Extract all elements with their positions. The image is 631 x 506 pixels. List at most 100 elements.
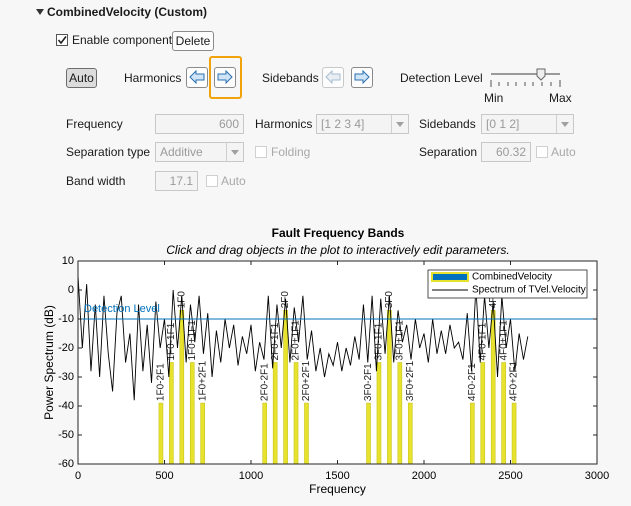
separation-label: Separation xyxy=(419,145,478,159)
y-tick-label: -60 xyxy=(58,458,74,470)
x-tick-label: 1500 xyxy=(325,470,349,482)
chart-title: Fault Frequency Bands xyxy=(272,226,405,240)
band-width-label: Band width xyxy=(66,174,126,188)
chart: Fault Frequency Bands Click and drag obj… xyxy=(42,226,609,496)
band-label: 1F0-2F1 xyxy=(156,363,167,401)
band-width-auto-checkbox[interactable] xyxy=(206,175,218,187)
y-tick-label: 0 xyxy=(68,284,74,296)
dropdown-value: [0 1 2] xyxy=(486,117,520,131)
band-bar xyxy=(200,402,205,465)
enable-label: Enable component xyxy=(72,33,173,47)
band-label: 3F0-1F1 xyxy=(374,322,385,360)
legend-label: Spectrum of TVel.Velocity xyxy=(472,285,586,296)
delete-button[interactable]: Delete xyxy=(172,31,214,51)
band-label: 4F0 xyxy=(488,291,499,309)
x-tick-label: 2500 xyxy=(498,470,522,482)
band-label: 4F0-1F1 xyxy=(477,322,488,360)
panel-title: CombinedVelocity (Custom) xyxy=(47,5,208,19)
checkmark xyxy=(57,36,67,45)
band-bar xyxy=(366,402,371,465)
y-tick-label: -50 xyxy=(58,429,74,441)
legend: CombinedVelocity Spectrum of TVel.Velocit… xyxy=(427,269,588,299)
enable-checkbox[interactable] xyxy=(56,34,68,46)
legend-swatch xyxy=(431,272,469,282)
left-arrow-icon xyxy=(189,69,205,85)
spectrum-line xyxy=(77,275,529,401)
dropdown-value: Additive xyxy=(160,145,203,159)
band-bar xyxy=(304,402,309,465)
y-tick-label: -20 xyxy=(58,342,74,354)
band-bar xyxy=(272,362,278,465)
harmonics-decrease[interactable] xyxy=(186,67,208,88)
band-bar xyxy=(376,362,382,465)
band-label: 3F0-2F1 xyxy=(363,363,374,401)
sidebands-label: Sidebands xyxy=(262,71,319,85)
harmonics-field-label: Harmonics xyxy=(255,117,313,131)
y-tick-label: -30 xyxy=(58,371,74,383)
band-bar xyxy=(387,310,392,465)
detection-level-label: Detection Level xyxy=(400,71,483,85)
x-tick-label: 0 xyxy=(75,470,81,482)
detection-level-label: Detection Level xyxy=(84,303,160,315)
band-bar xyxy=(158,402,164,465)
band-bar xyxy=(262,402,268,465)
harmonics-label: Harmonics xyxy=(124,71,182,85)
legend-label: CombinedVelocity xyxy=(472,272,552,283)
band-width-field[interactable]: 17.1 xyxy=(155,171,198,191)
folding-label: Folding xyxy=(271,145,311,159)
band-width-auto-label: Auto xyxy=(221,174,246,188)
band-bar xyxy=(293,362,299,465)
separation-auto-checkbox[interactable] xyxy=(536,146,548,158)
band-bar xyxy=(397,362,403,465)
band-bar xyxy=(511,402,517,465)
highlight-box xyxy=(209,56,242,99)
band-label: 2F0-1F1 xyxy=(270,322,281,360)
y-tick-label: 10 xyxy=(62,255,74,267)
detection-slider[interactable] xyxy=(486,66,566,90)
band-bar xyxy=(179,310,185,465)
right-arrow-icon xyxy=(354,69,370,85)
harmonics-increase[interactable] xyxy=(214,67,236,88)
dropdown-value: [1 2 3 4] xyxy=(321,117,365,131)
separation-type-label: Separation type xyxy=(66,145,151,159)
band-label: 4F0+2F1 xyxy=(509,360,520,401)
left-arrow-icon xyxy=(325,69,341,85)
band-label: 4F0-2F1 xyxy=(467,363,478,401)
x-tick-label: 2000 xyxy=(412,470,436,482)
harmonics-dropdown[interactable]: [1 2 3 4] xyxy=(316,114,409,134)
separation-auto-label: Auto xyxy=(551,145,576,159)
y-tick-label: -10 xyxy=(58,313,74,325)
band-bar xyxy=(480,362,486,465)
right-arrow-icon xyxy=(217,69,233,85)
sidebands-field-label: Sidebands xyxy=(419,117,476,131)
band-label: 1F0-1F1 xyxy=(166,322,177,360)
frequency-label: Frequency xyxy=(66,117,123,131)
x-axis-label: Frequency xyxy=(309,482,366,496)
sidebands-dropdown[interactable]: [0 1 2] xyxy=(481,114,574,134)
sidebands-increase[interactable] xyxy=(351,67,373,88)
auto-button[interactable]: Auto xyxy=(66,68,97,88)
band-bar xyxy=(407,402,413,465)
chart-subtitle: Click and drag objects in the plot to in… xyxy=(166,243,510,257)
separation-field[interactable]: 60.32 xyxy=(481,142,531,162)
band-label: 4F0+1F1 xyxy=(498,320,509,361)
x-tick-label: 500 xyxy=(155,470,173,482)
slider-min-label: Min xyxy=(484,91,504,105)
band-label: 1F0+1F1 xyxy=(187,320,198,361)
band-label: 3F0+2F1 xyxy=(405,360,416,401)
band-label: 1F0+2F1 xyxy=(197,360,208,401)
band-bar xyxy=(169,362,174,465)
band-bar xyxy=(283,310,288,465)
slider-max-label: Max xyxy=(549,91,572,105)
y-tick-label: -40 xyxy=(58,400,74,412)
sidebands-decrease[interactable] xyxy=(322,67,344,88)
frequency-field[interactable]: 600 xyxy=(155,114,244,134)
x-tick-label: 1000 xyxy=(239,470,263,482)
band-label: 2F0+1F1 xyxy=(291,320,302,361)
separation-type-dropdown[interactable]: Additive xyxy=(155,142,244,162)
band-label: 2F0-2F1 xyxy=(259,363,270,401)
collapse-arrow[interactable] xyxy=(36,9,45,16)
folding-checkbox[interactable] xyxy=(255,146,267,158)
band-label: 2F0+2F1 xyxy=(301,360,312,401)
